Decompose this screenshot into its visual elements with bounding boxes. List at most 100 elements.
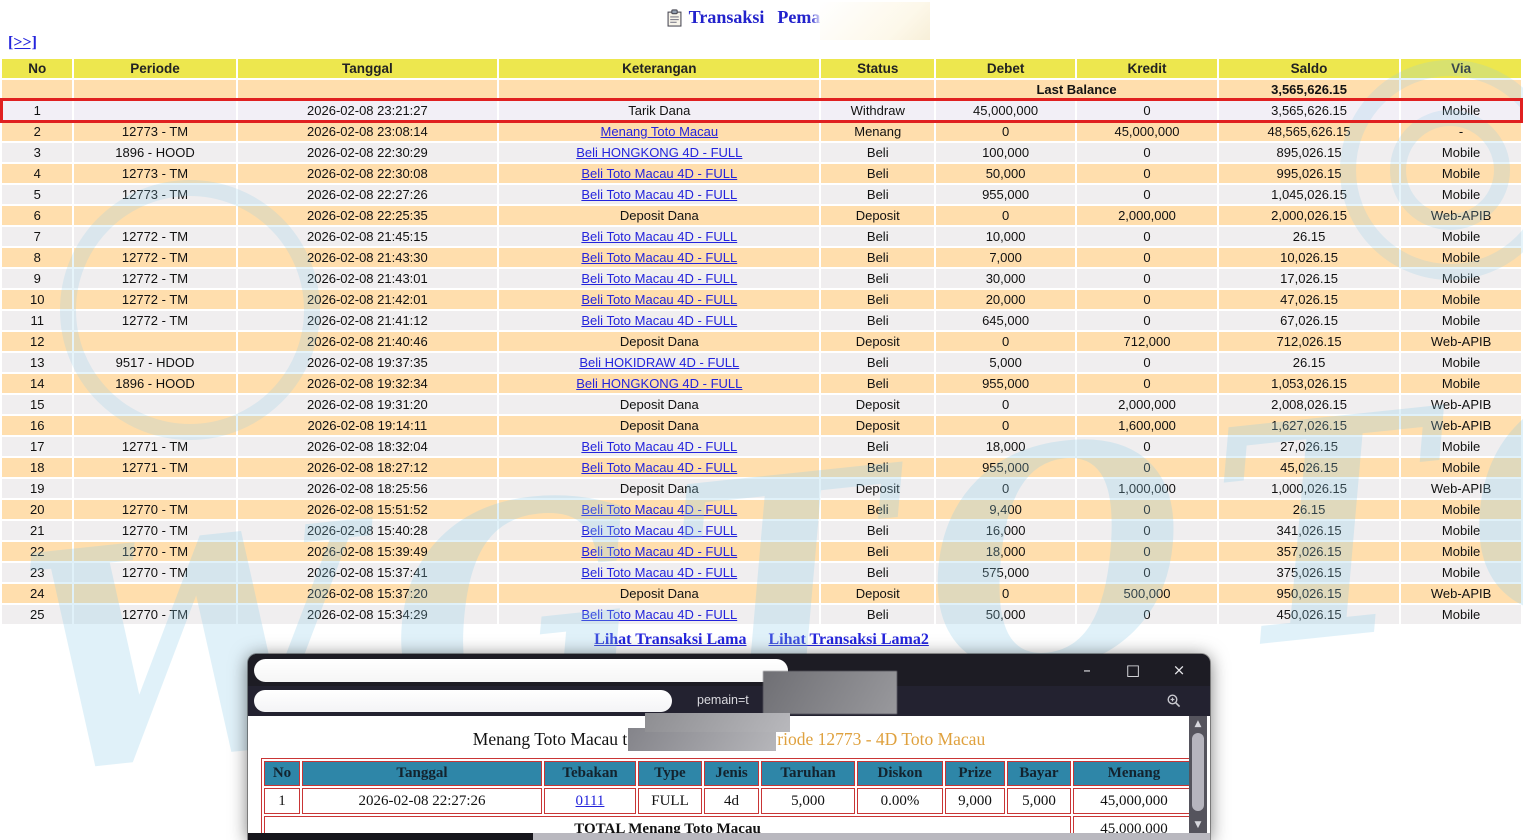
cell-tanggal: 2026-02-08 15:34:29 (237, 605, 498, 624)
url-bar-redacted[interactable] (254, 690, 672, 712)
transaction-row: 22 12770 - TM 2026-02-08 15:39:49 Beli Toto… (2, 542, 1521, 561)
cell-tanggal: 2026-02-08 19:14:11 (237, 416, 498, 435)
keterangan-link[interactable]: Beli HONGKONG 4D - FULL (576, 145, 743, 160)
transaction-row: 4 12773 - TM 2026-02-08 22:30:08 Beli Toto … (2, 164, 1521, 183)
cell-periode: 1896 - HOOD (74, 143, 236, 162)
keterangan-link[interactable]: Beli Toto Macau 4D - FULL (581, 523, 738, 538)
cell-saldo: 1,045,026.15 (1218, 185, 1400, 204)
transaction-row: 23 12770 - TM 2026-02-08 15:37:41 Beli Toto… (2, 563, 1521, 582)
cell-periode: 1896 - HOOD (74, 374, 236, 393)
cell-keterangan: Beli Toto Macau 4D - FULL (499, 521, 820, 540)
keterangan-link[interactable]: Beli Toto Macau 4D - FULL (581, 313, 738, 328)
detail-total-value: 45,000,000 (1073, 816, 1195, 833)
last-balance-row: Last Balance 3,565,626.15 (2, 80, 1521, 99)
cell-kredit: 0 (1077, 500, 1217, 519)
zoom-page-icon[interactable] (1166, 693, 1182, 709)
keterangan-link[interactable]: Beli Toto Macau 4D - FULL (581, 250, 738, 265)
transaction-row: 1 2026-02-08 23:21:27 Tarik Dana Withdraw 45… (2, 101, 1521, 120)
cell-kredit: 0 (1077, 269, 1217, 288)
cell-via: Web-APIB (1401, 395, 1521, 414)
scroll-up-icon[interactable]: ▲ (1194, 719, 1202, 729)
popup-bottom-edge (248, 833, 1210, 840)
keterangan-link[interactable]: Beli HONGKONG 4D - FULL (576, 376, 743, 391)
cell-periode: 12772 - TM (74, 269, 236, 288)
cell-tanggal: 2026-02-08 15:39:49 (237, 542, 498, 561)
cell-saldo: 995,026.15 (1218, 164, 1400, 183)
cell-saldo: 26.15 (1218, 500, 1400, 519)
cell-saldo: 2,008,026.15 (1218, 395, 1400, 414)
popup-titlebar[interactable]: – □ × (248, 654, 1210, 686)
cell-saldo: 895,026.15 (1218, 143, 1400, 162)
keterangan-link[interactable]: Menang Toto Macau (600, 124, 719, 139)
cell-kredit: 2,000,000 (1077, 206, 1217, 225)
cell-tanggal: 2026-02-08 19:32:34 (237, 374, 498, 393)
lihat-transaksi-lama2-link[interactable]: Lihat Transaksi Lama2 (768, 631, 929, 648)
header-status: Status (821, 59, 935, 78)
cell-saldo: 1,627,026.15 (1218, 416, 1400, 435)
cell-no: 21 (2, 521, 73, 540)
detail-header-bayar: Bayar (1007, 761, 1071, 786)
cell-keterangan: Beli Toto Macau 4D - FULL (499, 458, 820, 477)
cell-status: Beli (821, 248, 935, 267)
cell-no: 22 (2, 542, 73, 561)
cell-via: Web-APIB (1401, 416, 1521, 435)
next-page-link[interactable]: [>>] (8, 34, 37, 51)
keterangan-link[interactable]: Beli Toto Macau 4D - FULL (581, 271, 738, 286)
cell-keterangan: Tarik Dana (499, 101, 820, 120)
transaction-row: 3 1896 - HOOD 2026-02-08 22:30:29 Beli HONG… (2, 143, 1521, 162)
keterangan-link[interactable]: Beli HOKIDRAW 4D - FULL (579, 355, 740, 370)
maximize-button[interactable]: □ (1125, 661, 1141, 679)
cell-saldo: 2,000,026.15 (1218, 206, 1400, 225)
keterangan-link[interactable]: Beli Toto Macau 4D - FULL (581, 607, 738, 622)
browser-tab-redacted[interactable] (254, 659, 788, 682)
detail-header-jenis: Jenis (704, 761, 759, 786)
cell-status: Beli (821, 311, 935, 330)
keterangan-link[interactable]: Beli Toto Macau 4D - FULL (581, 565, 738, 580)
cell-status: Beli (821, 185, 935, 204)
scroll-down-icon[interactable]: ▼ (1194, 820, 1202, 830)
popup-scrollbar[interactable]: ▲ ▼ (1189, 716, 1207, 833)
cell-via: Mobile (1401, 458, 1521, 477)
keterangan-link[interactable]: Beli Toto Macau 4D - FULL (581, 544, 738, 559)
lihat-transaksi-lama-link[interactable]: Lihat Transaksi Lama (594, 631, 747, 648)
cell-via: Mobile (1401, 437, 1521, 456)
table-header-row: No Periode Tanggal Keterangan Status Deb… (2, 59, 1521, 78)
cell-via: Mobile (1401, 164, 1521, 183)
cell-status: Deposit (821, 332, 935, 351)
keterangan-link[interactable]: Beli Toto Macau 4D - FULL (581, 439, 738, 454)
keterangan-link[interactable]: Beli Toto Macau 4D - FULL (581, 292, 738, 307)
scrollbar-thumb[interactable] (1192, 733, 1204, 811)
transaction-row: 15 2026-02-08 19:31:20 Deposit Dana Deposit… (2, 395, 1521, 414)
cell-saldo: 3,565,626.15 (1218, 101, 1400, 120)
cell-status: Beli (821, 269, 935, 288)
popup-heading: Menang Toto Macau t riode 12773 - 4D Tot… (248, 728, 1210, 751)
tebakan-link[interactable]: 0111 (575, 792, 605, 809)
keterangan-link[interactable]: Beli Toto Macau 4D - FULL (581, 166, 738, 181)
cell-no: 13 (2, 353, 73, 372)
cell-debet: 0 (936, 416, 1076, 435)
cell-via: Mobile (1401, 374, 1521, 393)
keterangan-link[interactable]: Beli Toto Macau 4D - FULL (581, 460, 738, 475)
cell-no: 12 (2, 332, 73, 351)
cell-keterangan: Beli Toto Macau 4D - FULL (499, 500, 820, 519)
keterangan-link[interactable]: Beli Toto Macau 4D - FULL (581, 229, 738, 244)
keterangan-link[interactable]: Beli Toto Macau 4D - FULL (581, 187, 738, 202)
cell-via: Mobile (1401, 500, 1521, 519)
cell-saldo: 1,000,026.15 (1218, 479, 1400, 498)
keterangan-link[interactable]: Beli Toto Macau 4D - FULL (581, 502, 738, 517)
cell-tanggal: 2026-02-08 15:40:28 (237, 521, 498, 540)
popup-heading-suffix: riode 12773 - 4D Toto Macau (777, 729, 986, 749)
close-button[interactable]: × (1172, 661, 1186, 679)
cell-via: Mobile (1401, 542, 1521, 561)
detail-total-label: TOTAL Menang Toto Macau (264, 816, 1071, 833)
minimize-button[interactable]: – (1083, 661, 1091, 679)
detail-bayar: 5,000 (1007, 788, 1071, 814)
cell-keterangan: Deposit Dana (499, 332, 820, 351)
cell-keterangan: Deposit Dana (499, 584, 820, 603)
detail-header-menang: Menang (1073, 761, 1195, 786)
cell-tanggal: 2026-02-08 15:51:52 (237, 500, 498, 519)
cell-tanggal: 2026-02-08 21:45:15 (237, 227, 498, 246)
cell-debet: 645,000 (936, 311, 1076, 330)
cell-periode (74, 332, 236, 351)
detail-taruhan: 5,000 (761, 788, 855, 814)
